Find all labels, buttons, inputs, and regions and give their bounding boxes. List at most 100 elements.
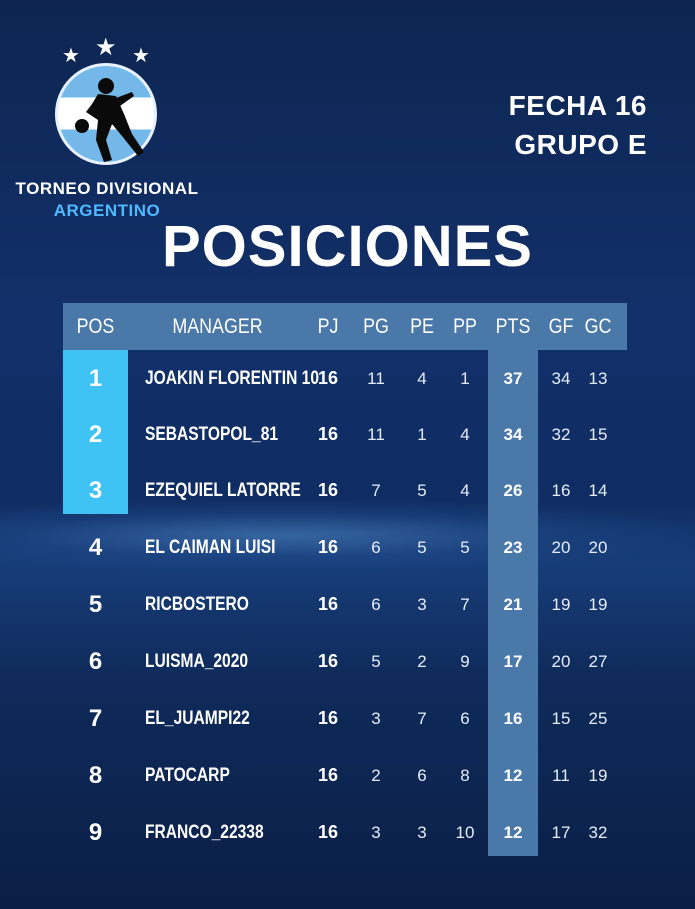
cell-pts: 34 — [503, 425, 523, 444]
table-row: 6 LUISMA_2020 16 5 2 9 17 20 27 — [63, 633, 627, 690]
cell-manager: FRANCO_22338 — [145, 822, 264, 843]
table-header: POS MANAGER PJ PG PE PP PTS GF GC — [63, 303, 627, 350]
cell-pts: 37 — [503, 369, 523, 388]
cell-manager: SEBASTOPOL_81 — [145, 424, 279, 445]
cell-pts: 17 — [503, 652, 523, 671]
cell-pe: 6 — [417, 766, 427, 785]
cell-pg: 6 — [371, 595, 381, 614]
cell-gc: 14 — [588, 481, 608, 500]
cell-pos: 6 — [88, 648, 103, 675]
cell-pe: 5 — [417, 538, 427, 557]
group-label: GRUPO E — [514, 129, 647, 160]
column-header-pj: PJ — [317, 315, 339, 338]
cell-pj: 16 — [317, 480, 339, 500]
cell-pj: 16 — [317, 765, 339, 785]
cell-pg: 3 — [371, 709, 381, 728]
cell-pg: 11 — [367, 425, 385, 444]
top-three-highlight — [63, 350, 128, 514]
cell-pe: 3 — [417, 595, 427, 614]
cell-pp: 1 — [460, 369, 470, 388]
cell-pts: 12 — [503, 823, 523, 842]
cell-gf: 32 — [551, 425, 571, 444]
star-icon: ★ — [62, 43, 80, 67]
column-header-manager: MANAGER — [172, 315, 263, 338]
cell-pj: 16 — [317, 537, 339, 557]
cell-gf: 19 — [551, 595, 571, 614]
stars-decoration: ★ ★ ★ — [62, 33, 152, 67]
column-header-pp: PP — [453, 315, 477, 338]
cell-gc: 32 — [588, 823, 608, 842]
cell-pp: 9 — [460, 652, 470, 671]
cell-gf: 20 — [551, 652, 571, 671]
cell-gf: 15 — [551, 709, 571, 728]
cell-pos: 4 — [88, 534, 103, 561]
table-row: 5 RICBOSTERO 16 6 3 7 21 19 19 — [63, 576, 627, 633]
table-row: 1 JOAKIN FLORENTIN 10 16 11 4 1 37 34 13 — [63, 350, 627, 407]
cell-manager: EL CAIMAN LUISI — [145, 537, 276, 558]
cell-pp: 4 — [460, 481, 470, 500]
column-header-pos: POS — [76, 315, 115, 338]
brand-subtitle: ARGENTINO — [53, 201, 161, 220]
cell-pj: 16 — [317, 651, 339, 671]
cell-pos: 8 — [88, 762, 103, 789]
cell-pts: 12 — [503, 766, 523, 785]
column-header-gf: GF — [548, 315, 574, 338]
cell-pp: 8 — [460, 766, 470, 785]
cell-pg: 6 — [371, 538, 381, 557]
star-icon: ★ — [95, 33, 117, 61]
cell-manager: JOAKIN FLORENTIN 10 — [145, 368, 320, 389]
cell-pe: 5 — [417, 481, 427, 500]
brand-name: TORNEO DIVISIONAL — [15, 179, 199, 198]
cell-pos: 5 — [88, 591, 103, 618]
cell-pe: 4 — [417, 369, 427, 388]
cell-pg: 3 — [371, 823, 381, 842]
cell-pj: 16 — [317, 594, 339, 614]
cell-gc: 13 — [588, 369, 608, 388]
cell-gf: 17 — [551, 823, 571, 842]
cell-pj: 16 — [317, 424, 339, 444]
table-row: 7 EL_JUAMPI22 16 3 7 6 16 15 25 — [63, 690, 627, 747]
page-title: POSICIONES — [162, 214, 533, 279]
column-header-pg: PG — [363, 315, 389, 338]
round-label: FECHA 16 — [508, 90, 647, 121]
cell-gf: 11 — [552, 766, 570, 785]
column-header-pts: PTS — [495, 315, 531, 338]
cell-pos: 9 — [88, 819, 103, 846]
cell-pp: 4 — [460, 425, 470, 444]
soccer-player-emblem-icon — [55, 63, 157, 165]
cell-pts: 16 — [503, 709, 523, 728]
table-row: 8 PATOCARP 16 2 6 8 12 11 19 — [63, 747, 627, 804]
column-header-gc: GC — [584, 315, 612, 338]
cell-pg: 7 — [371, 481, 381, 500]
cell-manager: EZEQUIEL LATORRE — [145, 480, 301, 501]
cell-manager: PATOCARP — [145, 765, 230, 786]
cell-pos: 7 — [88, 705, 103, 732]
cell-pp: 10 — [455, 823, 475, 842]
cell-pos: 2 — [88, 421, 103, 448]
cell-manager: LUISMA_2020 — [145, 651, 249, 672]
cell-pe: 1 — [417, 425, 427, 444]
tournament-logo: ★ ★ ★ TORNEO DIVISIONAL ARGENTINO — [0, 15, 210, 220]
points-column-highlight — [488, 350, 538, 856]
cell-pts: 23 — [503, 538, 523, 557]
column-header-pe: PE — [410, 315, 434, 338]
cell-pg: 11 — [367, 369, 385, 388]
cell-gf: 34 — [551, 369, 571, 388]
cell-gc: 19 — [588, 595, 608, 614]
cell-pos: 1 — [88, 365, 103, 392]
cell-pg: 5 — [371, 652, 381, 671]
cell-pj: 16 — [317, 708, 339, 728]
cell-pe: 2 — [417, 652, 427, 671]
cell-gf: 16 — [551, 481, 571, 500]
cell-pts: 26 — [503, 481, 523, 500]
cell-pe: 7 — [417, 709, 427, 728]
cell-gf: 20 — [551, 538, 571, 557]
cell-gc: 15 — [588, 425, 608, 444]
table-row: 4 EL CAIMAN LUISI 16 6 5 5 23 20 20 — [63, 519, 627, 576]
cell-manager: RICBOSTERO — [145, 594, 249, 615]
star-icon: ★ — [132, 43, 150, 67]
cell-pp: 7 — [460, 595, 470, 614]
cell-gc: 27 — [588, 652, 608, 671]
table-row: 2 SEBASTOPOL_81 16 11 1 4 34 32 15 — [63, 406, 627, 463]
cell-pj: 16 — [317, 368, 339, 388]
